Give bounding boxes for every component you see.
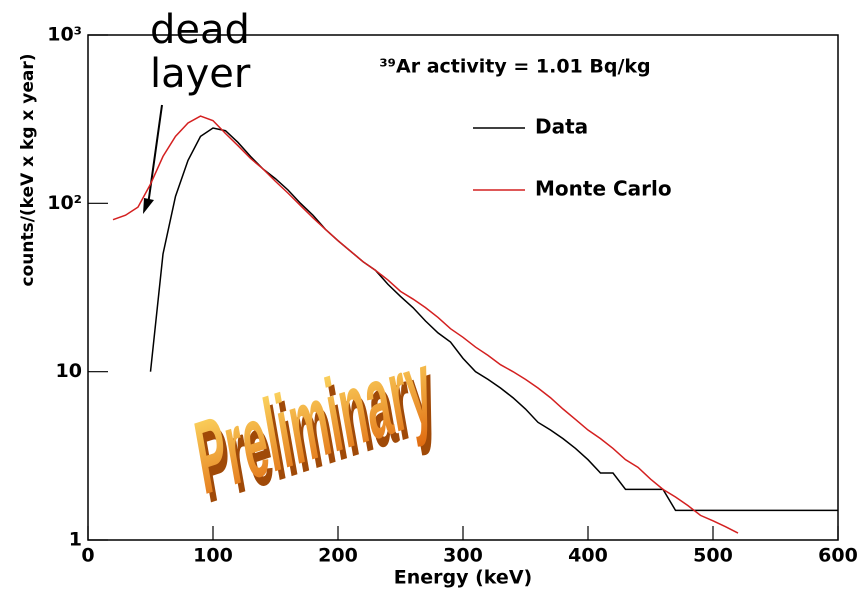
activity-annotation: ³⁹Ar activity = 1.01 Bq/kg — [379, 56, 650, 78]
legend-label: Monte Carlo — [535, 177, 672, 201]
x-tick-label: 400 — [568, 545, 608, 567]
arrow-shaft — [147, 104, 163, 206]
x-tick-label: 100 — [193, 545, 233, 567]
series-line — [112, 115, 739, 534]
x-tick-label: 0 — [81, 545, 94, 567]
watermark-group: Preliminary Preliminary — [187, 327, 443, 525]
y-tick-label: 10³ — [47, 24, 82, 46]
x-tick-label: 500 — [693, 545, 733, 567]
x-tick-label: 300 — [443, 545, 483, 567]
y-axis-label: counts/(keV x kg x year) — [18, 53, 38, 286]
y-tick-label: 10² — [47, 192, 82, 214]
legend-label: Data — [535, 115, 588, 139]
x-axis-label: Energy (keV) — [394, 567, 532, 589]
y-tick-label: 1 — [69, 529, 82, 551]
arrow-head — [143, 198, 154, 214]
dead-layer-annotation: dead layer — [150, 7, 251, 97]
x-tick-label: 600 — [818, 545, 858, 567]
y-tick-label: 10 — [56, 360, 82, 382]
x-tick-label: 200 — [318, 545, 358, 567]
